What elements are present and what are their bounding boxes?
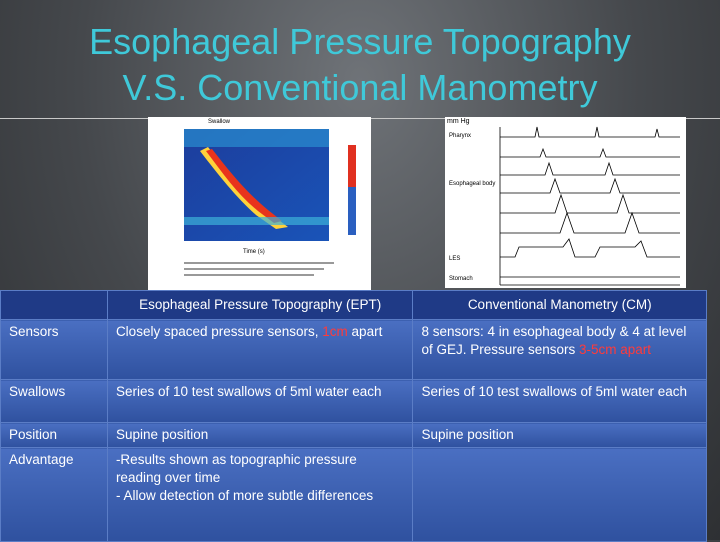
header-cell: Esophageal Pressure Topography (EPT) [106, 290, 414, 320]
header-cell: Conventional Manometry (CM) [412, 290, 707, 320]
header-cell [0, 290, 108, 320]
figure-label: LES [449, 256, 460, 262]
cell-text: -Results shown as topographic pressure r… [115, 452, 357, 485]
row-label: Position [0, 422, 108, 448]
row-label: Advantage [0, 447, 108, 542]
table-cell: Closely spaced pressure sensors, 1cm apa… [106, 319, 414, 380]
title-line: Esophageal Pressure Topography [89, 21, 631, 62]
table-row: Swallows Series of 10 test swallows of 5m… [0, 379, 707, 423]
figure-label: Esophageal body [449, 181, 495, 187]
figure-label: Stomach [449, 276, 473, 282]
table-cell: 8 sensors: 4 in esophageal body & 4 at l… [412, 319, 707, 380]
figure-label: Pharynx [449, 133, 471, 139]
cell-text: apart [347, 324, 383, 339]
table-cell: Supine position [106, 422, 414, 448]
table-cell: Supine position [412, 422, 707, 448]
table-row: Sensors Closely spaced pressure sensors, … [0, 319, 707, 380]
cell-text: 1cm [322, 324, 348, 339]
table-row: Advantage -Results shown as topographic p… [0, 447, 707, 542]
title-line: V.S. Conventional Manometry [122, 67, 598, 108]
table-cell: Series of 10 test swallows of 5ml water … [106, 379, 414, 423]
cell-text: Series of 10 test swallows of 5ml water … [115, 384, 382, 399]
cell-text: Series of 10 test swallows of 5ml water … [421, 384, 688, 399]
cm-figure: mm Hg Pharynx Esophageal body LES Stomac… [445, 117, 686, 288]
figure-label: Swallow [208, 119, 231, 125]
comparison-table: Esophageal Pressure Topography (EPT) Con… [0, 290, 707, 542]
table-cell: Series of 10 test swallows of 5ml water … [412, 379, 707, 423]
cell-text: 8 sensors: 4 in esophageal body & 4 at l… [421, 324, 687, 357]
ept-figure: Swallow Time (s) [148, 117, 371, 290]
table-row: Position Supine position Supine position [0, 422, 707, 448]
cell-text: Supine position [421, 427, 514, 442]
cell-text: - Allow detection of more subtle differe… [115, 488, 374, 503]
figure-label: mm Hg [447, 118, 470, 125]
cell-text: 3-5cm apart [579, 342, 652, 357]
header-row: Esophageal Pressure Topography (EPT) Con… [0, 290, 707, 320]
table-cell [412, 447, 707, 542]
row-label: Swallows [0, 379, 108, 423]
cell-text: Supine position [115, 427, 209, 442]
table-cell: -Results shown as topographic pressure r… [106, 447, 414, 542]
figure-label: Time (s) [243, 249, 265, 255]
cell-text: Closely spaced pressure sensors, [115, 324, 323, 339]
row-label: Sensors [0, 319, 108, 380]
